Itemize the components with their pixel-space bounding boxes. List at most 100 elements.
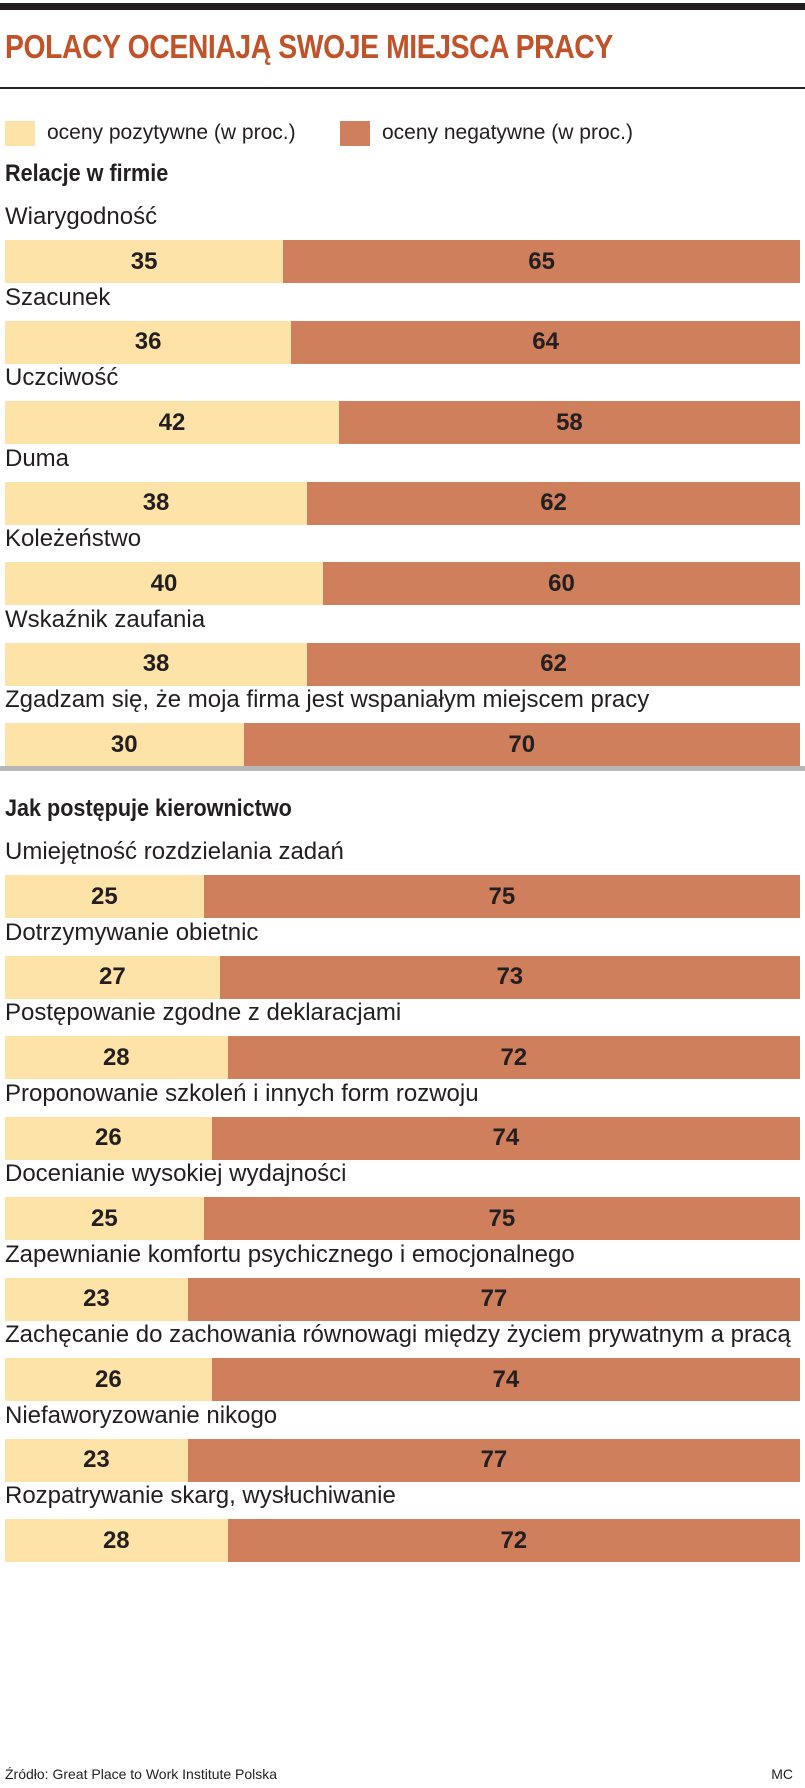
stacked-bar: 28 72: [5, 1519, 800, 1562]
data-label-negative: 62: [540, 650, 567, 677]
data-label-positive: 28: [102, 1526, 130, 1554]
data-label-positive: 23: [83, 1446, 110, 1473]
data-label-negative: 65: [528, 247, 555, 275]
data-label-positive: 38: [142, 650, 170, 677]
data-label-positive: 38: [142, 489, 170, 516]
stacked-bar: 25 75: [5, 875, 800, 918]
bar-segment-negative: 62: [307, 481, 800, 525]
category-label: Wskaźnik zaufania: [5, 605, 206, 633]
bar-segment-positive: 28: [5, 1036, 228, 1079]
title-rule: [0, 87, 805, 89]
top-rule: [0, 3, 805, 10]
bar-segment-negative: 65: [283, 240, 800, 283]
category-label: Dotrzymywanie obietnic: [5, 918, 259, 946]
data-label-negative: 64: [532, 328, 559, 355]
data-label-positive: 27: [98, 963, 126, 990]
stacked-bar: 36 64: [5, 320, 800, 364]
category-label: Zapewnianie komfortu psychicznego i emoc…: [5, 1240, 575, 1268]
stacked-bar: 27 73: [5, 955, 800, 999]
category-label: Zgadzam się, że moja firma jest wspaniał…: [5, 686, 650, 713]
source-note: Źródło: Great Place to Work Institute Po…: [5, 1766, 278, 1782]
data-label-positive: 26: [94, 1124, 122, 1151]
legend-swatch-positive: [5, 120, 35, 146]
section-title: Jak postępuje kierownictwo: [5, 795, 292, 822]
bar-segment-positive: 38: [5, 642, 308, 686]
data-label-negative: 74: [492, 1124, 520, 1151]
bar-segment-negative: 70: [243, 723, 800, 766]
bar-segment-negative: 58: [338, 401, 800, 444]
data-label-positive: 36: [134, 328, 162, 355]
stacked-bar: 28 72: [5, 1036, 800, 1079]
bar-segment-negative: 72: [227, 1519, 800, 1562]
legend-label-negative: oceny negatywne (w proc.): [382, 121, 633, 144]
data-label-positive: 40: [150, 569, 178, 597]
bar-segment-positive: 40: [5, 562, 323, 605]
data-label-positive: 28: [102, 1043, 130, 1071]
bar-segment-negative: 74: [211, 1116, 800, 1160]
bar-segment-positive: 25: [5, 875, 204, 918]
data-label-negative: 77: [480, 1285, 508, 1312]
bar-segment-negative: 64: [291, 320, 800, 364]
category-label: Rozpatrywanie skarg, wysłuchiwanie: [5, 1482, 396, 1509]
data-label-positive: 30: [110, 730, 138, 758]
stacked-bar: 26 74: [5, 1358, 800, 1401]
data-label-positive: 25: [91, 882, 118, 910]
bar-segment-positive: 36: [5, 320, 292, 364]
stacked-bar: 30 70: [5, 723, 800, 766]
data-label-negative: 77: [480, 1446, 508, 1473]
stacked-bar: 42 58: [5, 401, 800, 444]
bar-segment-negative: 74: [211, 1358, 800, 1401]
category-label: Zachęcanie do zachowania równowagi międz…: [5, 1321, 791, 1348]
stacked-bar: 38 62: [5, 481, 800, 525]
legend-label-positive: oceny pozytywne (w proc.): [47, 121, 296, 144]
category-label: Koleżeństwo: [5, 525, 142, 552]
category-label: Szacunek: [5, 283, 111, 311]
data-label-negative: 73: [496, 963, 524, 990]
stacked-bar: 23 77: [5, 1277, 800, 1321]
stacked-bar: 38 62: [5, 642, 800, 686]
bar-segment-negative: 73: [219, 955, 800, 999]
data-label-positive: 42: [158, 408, 186, 436]
bar-segment-negative: 72: [227, 1036, 800, 1079]
bar-segment-positive: 35: [5, 240, 284, 283]
stacked-bar: 35 65: [5, 240, 800, 283]
bar-segment-negative: 60: [323, 562, 800, 605]
section-title: Relacje w firmie: [5, 160, 169, 187]
data-label-negative: 75: [488, 1204, 516, 1232]
data-label-positive: 23: [83, 1285, 110, 1312]
category-label: Niefaworyzowanie nikogo: [5, 1401, 278, 1429]
data-label-negative: 74: [492, 1365, 520, 1393]
category-label: Docenianie wysokiej wydajności: [5, 1160, 347, 1187]
chart-title: POLACY OCENIAJĄ SWOJE MIEJSCA PRACY: [5, 28, 613, 65]
bar-segment-negative: 62: [307, 642, 800, 686]
stacked-bar: 26 74: [5, 1116, 800, 1160]
data-label-negative: 58: [556, 408, 583, 436]
bar-segment-positive: 26: [5, 1116, 212, 1160]
stacked-bar: 40 60: [5, 562, 800, 605]
bar-segment-positive: 23: [5, 1438, 188, 1482]
data-label-negative: 60: [548, 569, 575, 597]
bar-segment-positive: 42: [5, 401, 339, 444]
bar-segment-negative: 75: [203, 1197, 800, 1240]
category-label: Wiarygodność: [5, 203, 158, 230]
category-label: Umiejętność rozdzielania zadań: [5, 838, 344, 865]
data-label-negative: 75: [488, 882, 516, 910]
data-label-positive: 26: [94, 1365, 122, 1393]
category-label: Postępowanie zgodne z deklaracjami: [5, 999, 402, 1026]
bar-segment-positive: 38: [5, 481, 308, 525]
legend-swatch-negative: [340, 120, 370, 146]
bar-segment-negative: 75: [203, 875, 800, 918]
bar-segment-positive: 30: [5, 723, 244, 766]
bar-segment-positive: 27: [5, 955, 220, 999]
bar-segment-positive: 26: [5, 1358, 212, 1401]
section-separator: [0, 766, 805, 771]
data-label-negative: 72: [500, 1043, 528, 1071]
stacked-bar: 23 77: [5, 1438, 800, 1482]
data-label-negative: 62: [540, 489, 567, 516]
legend: oceny pozytywne (w proc.) oceny negatywn…: [0, 118, 805, 148]
bar-segment-positive: 23: [5, 1277, 188, 1321]
bar-segment-negative: 77: [187, 1438, 800, 1482]
bar-segment-positive: 28: [5, 1519, 228, 1562]
author-initials: MC: [771, 1766, 793, 1782]
legend-item-negative: oceny negatywne (w proc.): [340, 118, 633, 148]
